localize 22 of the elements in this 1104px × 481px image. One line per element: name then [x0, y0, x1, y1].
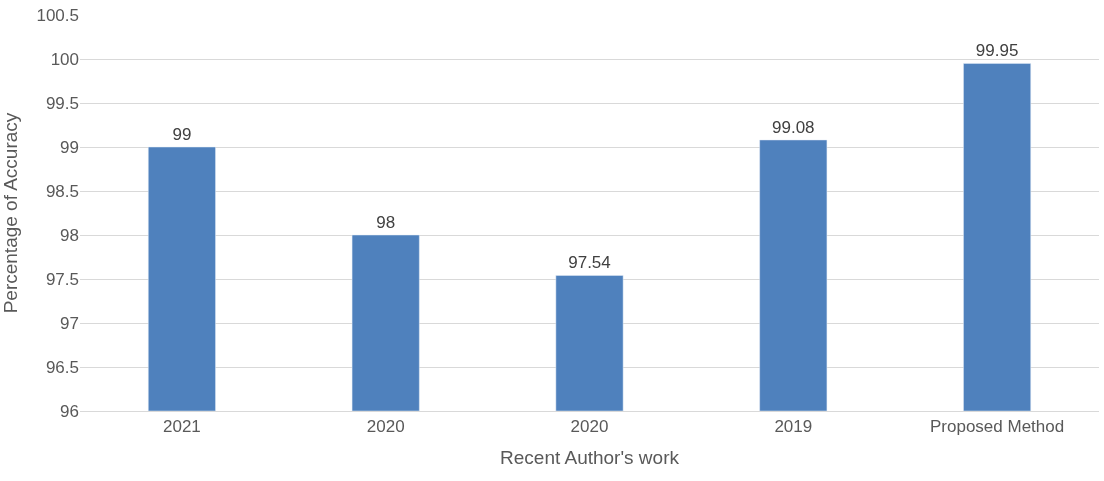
- y-tick-label: 98.5: [45, 181, 79, 201]
- y-tick-label: 99.5: [45, 93, 79, 113]
- x-axis-title: Recent Author's work: [500, 447, 680, 469]
- y-tick-label: 97: [60, 313, 79, 333]
- y-tick-label: 99: [60, 137, 79, 157]
- x-tick-label: 2019: [774, 417, 813, 437]
- data-label: 98: [376, 213, 396, 232]
- x-tick-label: 2020: [366, 417, 405, 437]
- y-tick-label: 97.5: [45, 269, 79, 289]
- y-axis-title: Percentage of Accuracy: [0, 112, 21, 314]
- x-tick-label: 2021: [162, 417, 201, 437]
- y-tick-label: 100.5: [36, 5, 79, 25]
- data-label: 99: [172, 125, 192, 144]
- data-label: 99.95: [975, 41, 1019, 61]
- x-tick-label: 2020: [570, 417, 609, 437]
- data-label: 97.54: [568, 253, 611, 273]
- x-tick-label: Proposed Method: [930, 417, 1065, 437]
- y-tick-label: 96: [60, 401, 79, 421]
- y-tick-label: 100: [50, 49, 79, 69]
- y-tick-label: 98: [60, 225, 79, 245]
- y-tick-label: 96.5: [45, 357, 79, 377]
- data-label: 99.08: [772, 117, 815, 137]
